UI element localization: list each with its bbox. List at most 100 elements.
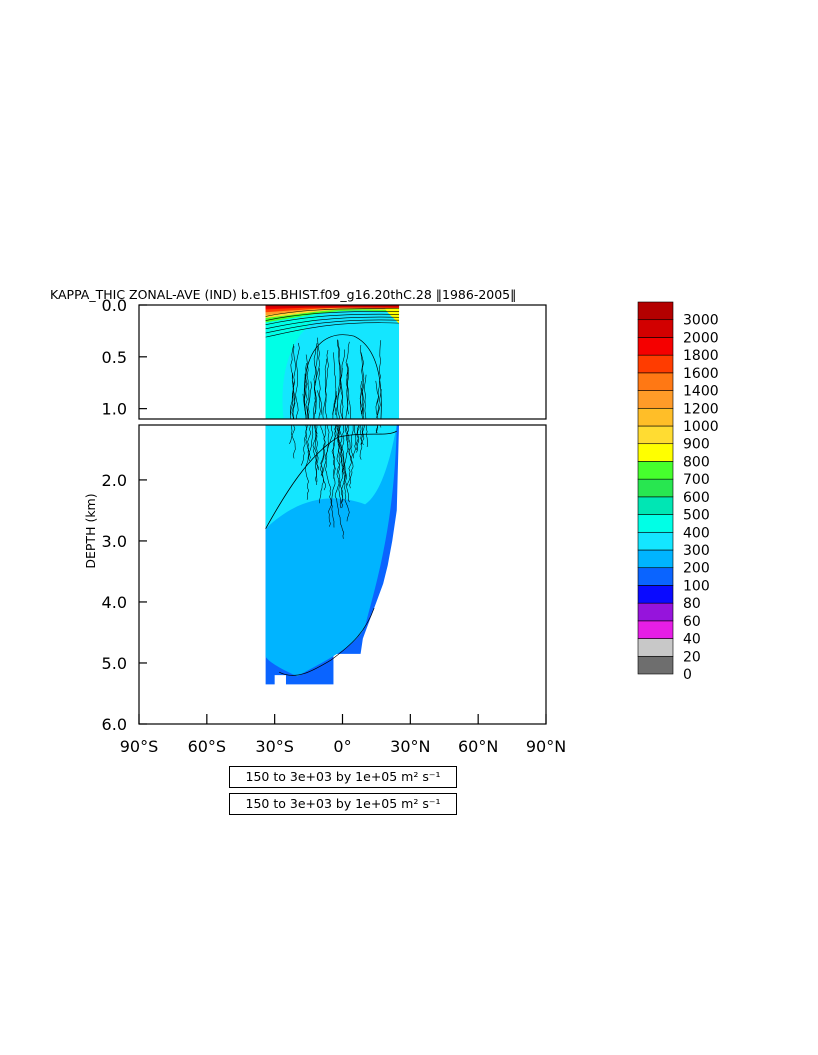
upper-panel-frame — [138, 304, 547, 420]
noise-contour-streak — [337, 339, 344, 419]
colorbar-label: 1400 — [683, 384, 719, 400]
x-tick-label: 30°S — [255, 737, 294, 756]
noise-contour-streak — [292, 346, 297, 419]
colorbar-label: 3000 — [683, 313, 719, 329]
noise-contour-streak — [352, 425, 357, 459]
noise-contour-streak — [300, 425, 308, 466]
colorbar-label: 0 — [683, 667, 692, 683]
noise-contour-streak — [313, 342, 318, 419]
noise-contour-streak — [344, 425, 352, 503]
colorbar-swatch-700 — [637, 461, 674, 480]
x-tick-label: 60°N — [458, 737, 498, 756]
y-axis-label: DEPTH (km) — [83, 493, 98, 568]
colorbar-label: 200 — [683, 561, 710, 577]
noise-contour-streak — [339, 425, 348, 486]
colorbar-label: 800 — [683, 454, 710, 470]
noise-contour-streak — [318, 368, 323, 415]
noise-contour-streak — [375, 380, 379, 419]
noise-contour-streak — [359, 344, 365, 419]
colorbar-label: 300 — [683, 543, 710, 559]
colorbar-swatch-0 — [637, 655, 674, 675]
noise-contour-streak — [291, 381, 296, 419]
noise-contour-streak — [322, 358, 327, 419]
noise-contour-streak — [305, 354, 310, 419]
noise-contour-streak — [337, 340, 343, 419]
noise-contour-streak — [305, 363, 309, 419]
x-tick-label: 30°N — [390, 737, 430, 756]
colorbar-label: 60 — [683, 614, 701, 630]
noise-contour-streak — [302, 393, 306, 415]
x-tick-label: 90°S — [120, 737, 159, 756]
noise-contour-streak — [365, 425, 368, 448]
y-tick-label-upper: 0.5 — [102, 348, 127, 367]
x-tick-label: 90°N — [526, 737, 566, 756]
noise-contour-streak — [314, 425, 319, 471]
upper-thermocline-lower-region — [265, 425, 397, 529]
colorbar-swatch-200 — [637, 549, 674, 569]
x-tick-label: 0° — [333, 737, 351, 756]
noise-contour-streak — [361, 425, 364, 446]
noise-contour-streak — [312, 425, 318, 482]
noise-contour-streak — [349, 425, 354, 489]
bottom-contour-line — [279, 607, 375, 676]
upper-contour-line — [265, 313, 400, 325]
noise-contour-streak — [377, 389, 382, 416]
upper-contour-line — [265, 308, 400, 317]
noise-contour-streak — [347, 425, 352, 458]
upper-panel-fill — [265, 305, 400, 419]
noise-contour-streak — [307, 381, 312, 419]
noise-contour-streak — [321, 425, 330, 491]
x-tick-label: 60°S — [188, 737, 227, 756]
colorbar-label: 700 — [683, 472, 710, 488]
colorbar-label: 1200 — [683, 401, 719, 417]
colorbar-swatch-1000 — [637, 407, 674, 427]
noise-contour-streak — [337, 349, 345, 419]
y-tick-label-lower: 3.0 — [102, 532, 127, 551]
noise-contour-streak — [360, 425, 363, 445]
noise-contour-streak — [320, 425, 326, 476]
colorbar-label: 40 — [683, 632, 701, 648]
noise-contour-streak — [356, 425, 360, 453]
noise-contour-streak — [304, 425, 312, 500]
east-surface-patch — [385, 308, 400, 324]
noise-contour-streak — [376, 340, 382, 419]
west-boundary-shallow-region — [265, 310, 326, 419]
noise-contour-streak — [360, 381, 363, 419]
noise-contour-streak — [313, 337, 320, 419]
noise-contour-streak — [315, 425, 318, 486]
colorbar-label: 100 — [683, 578, 710, 594]
contour-note-2: 150 to 3e+03 by 1e+05 m² s⁻¹ — [229, 793, 457, 815]
chart-title: KAPPA_THIC ZONAL-AVE (IND) b.e15.BHIST.f… — [50, 287, 516, 302]
colorbar-swatch-20 — [637, 638, 674, 657]
colorbar-label: 400 — [683, 525, 710, 541]
noise-contour-streak — [364, 374, 367, 419]
colorbar: 0204060801002003004005006007008009001000… — [637, 301, 719, 683]
noise-contour-streak — [317, 390, 321, 419]
noise-contour-streak — [346, 363, 352, 419]
colorbar-label: 1000 — [683, 419, 719, 435]
colorbar-label: 900 — [683, 437, 710, 453]
colorbar-label: 20 — [683, 649, 701, 665]
noise-contour-streak — [295, 342, 300, 419]
noise-contour-streak — [337, 425, 350, 522]
colorbar-swatch-1400 — [637, 372, 674, 391]
noise-contour-streak — [290, 373, 294, 415]
noise-contour-streak — [324, 425, 335, 528]
noise-contour-streak — [334, 425, 345, 539]
colorbar-label: 500 — [683, 508, 710, 524]
noise-contour-streak — [345, 369, 349, 419]
colorbar-swatch-1800 — [637, 337, 674, 356]
colorbar-label: 1600 — [683, 366, 719, 382]
surface-layer-region — [265, 305, 400, 308]
y-tick-label-lower: 6.0 — [102, 715, 127, 734]
upper-contour-line — [265, 316, 400, 330]
y-tick-label-lower: 5.0 — [102, 654, 127, 673]
colorbar-label: 80 — [683, 596, 701, 612]
y-tick-label-upper: 1.0 — [102, 400, 127, 419]
colorbar-swatch-60 — [637, 602, 674, 622]
axes: 90°S 60°S 30°S 0° 30°N 60°N 90°N 0.0 0.5 1.0 2.0 3.… — [102, 296, 567, 756]
colorbar-swatch-900 — [637, 425, 674, 445]
colorbar-label: 600 — [683, 490, 710, 506]
upper-contour-line — [265, 319, 400, 334]
